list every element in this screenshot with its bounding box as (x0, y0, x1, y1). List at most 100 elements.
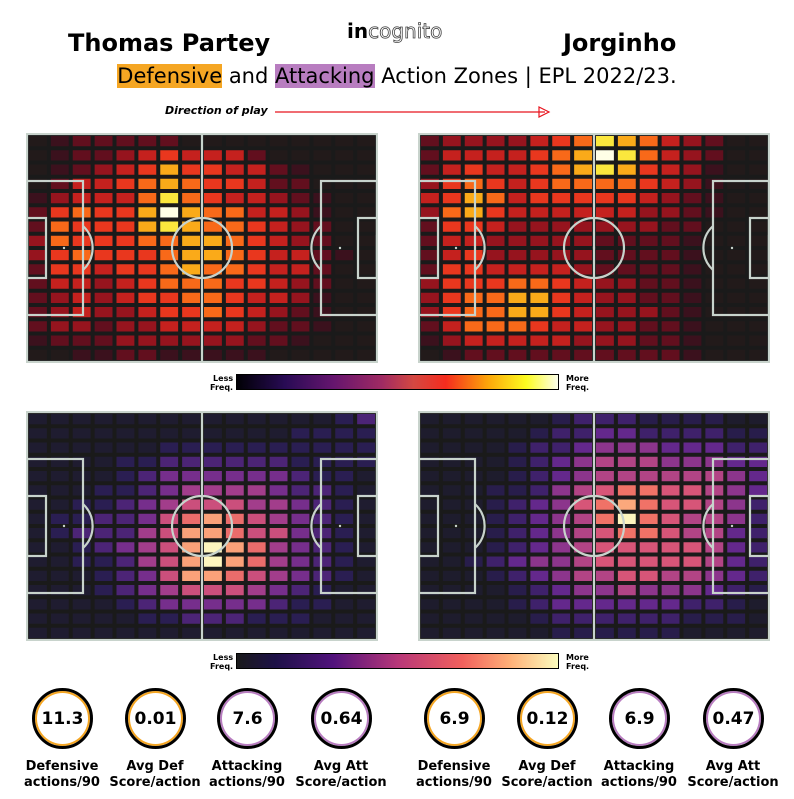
heatmap-cell (335, 570, 354, 581)
heatmap-cell (313, 570, 332, 581)
heatmap-cell (749, 471, 768, 482)
heatmap-cell (29, 164, 47, 175)
right-penalty-arc (702, 225, 714, 271)
heatmap-cell (421, 599, 439, 610)
heatmap-cell (705, 471, 724, 482)
heatmap-cell (552, 442, 571, 453)
heatmap-cell (683, 321, 702, 332)
heatmap-cell (72, 150, 91, 161)
heatmap-cell (421, 528, 439, 539)
heatmap-cell (29, 528, 47, 539)
heatmap-cell (727, 250, 746, 261)
heatmap-cell (138, 321, 157, 332)
heatmap-cell (683, 499, 702, 510)
heatmap-cell (160, 471, 179, 482)
heatmap-cell (552, 613, 571, 624)
heatmap-cell (357, 335, 376, 346)
heatmap-cell (182, 513, 201, 524)
heatmap-cell (225, 221, 244, 232)
heatmap-cell (225, 292, 244, 303)
heatmap-cell (508, 349, 527, 360)
heatmap-cell (661, 349, 680, 360)
heatmap-cell (247, 471, 266, 482)
center-spot (592, 246, 596, 250)
heatmap-cell (508, 250, 527, 261)
heatmap-cell (617, 499, 636, 510)
heatmap-cell (552, 349, 571, 360)
heatmap-cell (442, 428, 461, 439)
heatmap-cell (683, 442, 702, 453)
heatmap-cell (247, 456, 266, 467)
heatmap-cell (247, 264, 266, 275)
heatmap-cell (596, 485, 614, 496)
heatmap-cell (182, 178, 201, 189)
heatmap-cell (313, 278, 332, 289)
stat-label: Avg Att Score/action (683, 759, 783, 791)
heatmap-cell (749, 307, 768, 318)
heatmap-cell (508, 471, 527, 482)
heatmap-cell (552, 193, 571, 204)
heatmap-cell (727, 193, 746, 204)
heatmap-cell (486, 428, 505, 439)
heatmap-cell (464, 193, 483, 204)
heatmap-cell (486, 485, 505, 496)
heatmap-cell (508, 307, 527, 318)
heatmap-cell (313, 335, 332, 346)
heatmap-cell (574, 307, 593, 318)
heatmap-cell (72, 264, 91, 275)
heatmap-cell (94, 150, 113, 161)
heatmap-cell (639, 264, 658, 275)
heatmap-cell (204, 150, 222, 161)
heatmap-cell (247, 599, 266, 610)
heatmap-cell (508, 542, 527, 553)
heatmap-cell (72, 321, 91, 332)
heatmap-cell (269, 428, 288, 439)
heatmap-cell (160, 513, 179, 524)
stat-label: Avg Att Score/action (291, 759, 391, 791)
heatmap-cell (29, 499, 47, 510)
heatmap-cell (204, 278, 222, 289)
heatmap-cell (182, 307, 201, 318)
heatmap-cell (574, 471, 593, 482)
heatmap-cell (442, 264, 461, 275)
heatmap-cell (357, 193, 376, 204)
heatmap-cell (705, 542, 724, 553)
heatmap-cell (72, 178, 91, 189)
heatmap-cell (442, 513, 461, 524)
heatmap-cell (94, 428, 113, 439)
heatmap-cell (639, 456, 658, 467)
heatmap-cell (442, 570, 461, 581)
heatmap-cell (683, 485, 702, 496)
heatmap-cell (72, 221, 91, 232)
heatmap-cell (749, 556, 768, 567)
heatmap-cell (727, 570, 746, 581)
heatmap-cell (442, 136, 461, 147)
heatmap-cell (182, 456, 201, 467)
heatmap-cell (313, 485, 332, 496)
heatmap-cell (464, 542, 483, 553)
heatmap-cell (335, 471, 354, 482)
heatmap-cell (269, 471, 288, 482)
heatmap-cell (313, 178, 332, 189)
heatmap-cell (357, 613, 376, 624)
heatmap-cell (727, 499, 746, 510)
heatmap-cell (683, 150, 702, 161)
heatmap-cell (421, 414, 439, 425)
heatmap-cell (94, 585, 113, 596)
heatmap-cell (464, 335, 483, 346)
player-left-name: Thomas Partey (68, 29, 271, 57)
heatmap-cell (313, 221, 332, 232)
heatmap-cell (357, 150, 376, 161)
heatmap-cell (574, 207, 593, 218)
heatmap-cell (225, 414, 244, 425)
heatmap-cell (705, 150, 724, 161)
heatmap-cell (182, 471, 201, 482)
heatmap-cell (727, 150, 746, 161)
heatmap-cell (574, 292, 593, 303)
heatmap-cell (464, 250, 483, 261)
heatmap-cell (749, 627, 768, 638)
heatmap-cell (661, 456, 680, 467)
heatmap-cell (552, 150, 571, 161)
heatmap-cell (72, 136, 91, 147)
heatmap-cell (204, 627, 222, 638)
